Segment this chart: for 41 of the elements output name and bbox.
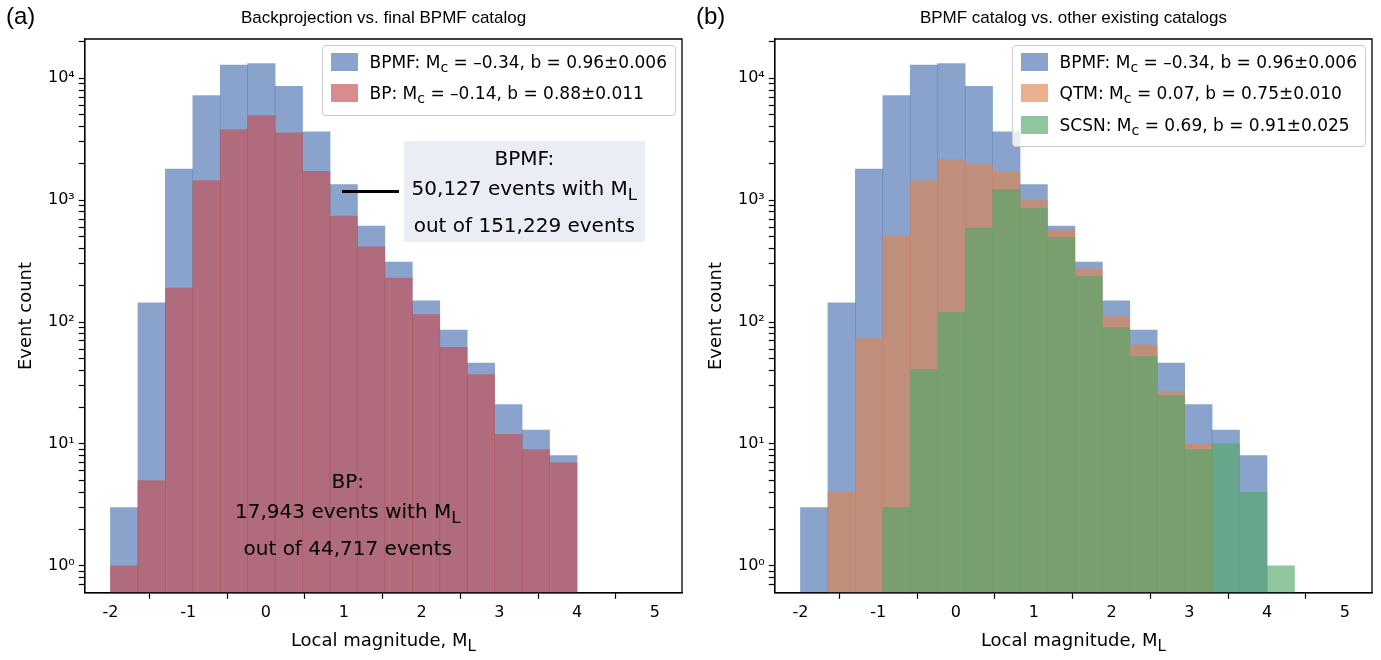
x-tick-label: 0 [950,601,962,621]
x-tick-label: 2 [1106,601,1117,621]
x-tick-label: 5 [1339,601,1350,621]
y-tick-label: 10² [47,311,75,331]
y-tick-label: 10⁴ [47,67,75,87]
y-tick-label: 10⁰ [737,554,765,574]
x-tick-label: 2 [416,601,427,621]
y-tick-label: 10¹ [47,433,75,453]
chart-title: Backprojection vs. final BPMF catalog [240,8,527,28]
x-tick-label: 4 [571,601,583,621]
legend-label: BPMF: M$_{c}$ = –0.34, b = 0.96±0.006 [1058,51,1357,78]
y-axis-title: Event count [14,261,35,370]
y-tick-label: 10² [737,311,765,331]
x-tick-label: -2 [102,601,119,621]
annotation: BP: 17,943 events with M$_{L}$ out of 44,717 events [235,467,461,562]
legend-label: BP: M$_{c}$ = –0.14, b = 0.88±0.011 [368,82,645,109]
y-tick-label: 10³ [47,189,75,209]
x-tick-label: 3 [494,601,505,621]
x-tick-label: 3 [1184,601,1195,621]
chart-title: BPMF catalog vs. other existing catalogs [919,8,1227,28]
x-axis-title: Local magnitude, M$_{L}$ [980,628,1166,655]
y-tick-label: 10⁰ [47,554,75,574]
x-tick-label: 4 [1261,601,1273,621]
x-tick-label: -2 [792,601,809,621]
legend-label: SCSN: M$_{c}$ = 0.69, b = 0.91±0.025 [1058,113,1351,141]
y-tick-label: 10³ [737,189,765,209]
text: (b) [696,2,726,30]
y-axis-title: Event count [704,261,725,370]
legend-label: QTM: M$_{c}$ = 0.07, b = 0.75±0.010 [1058,82,1343,109]
text: (a) [6,2,36,30]
x-tick-label: 0 [260,601,272,621]
x-tick-label: 1 [1028,601,1039,621]
y-tick-label: 10⁴ [737,67,765,87]
x-tick-label: 1 [338,601,349,621]
legend-label: BPMF: M$_{c}$ = –0.34, b = 0.96±0.006 [368,51,667,78]
x-tick-label: 5 [649,601,660,621]
x-tick-label: -1 [180,601,197,621]
x-tick-label: -1 [870,601,887,621]
annotation: BPMF: 50,127 events with M$_{L}$ out of 151,229 events [403,140,645,242]
y-tick-label: 10¹ [737,433,765,453]
x-axis-title: Local magnitude, M$_{L}$ [290,628,476,655]
